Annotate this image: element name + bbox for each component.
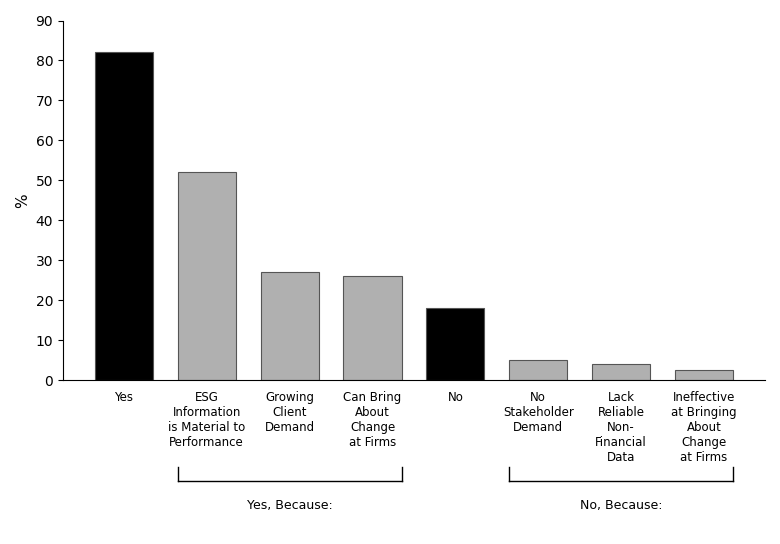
Bar bbox=[95, 52, 153, 380]
Bar bbox=[178, 172, 236, 380]
Text: No, Because:: No, Because: bbox=[580, 499, 662, 512]
Bar bbox=[509, 360, 567, 380]
Bar bbox=[343, 276, 402, 380]
Y-axis label: %: % bbox=[15, 193, 30, 208]
Bar bbox=[427, 308, 484, 380]
Text: Yes, Because:: Yes, Because: bbox=[246, 499, 332, 512]
Bar bbox=[592, 364, 651, 380]
Bar bbox=[261, 273, 318, 380]
Bar bbox=[675, 370, 733, 380]
